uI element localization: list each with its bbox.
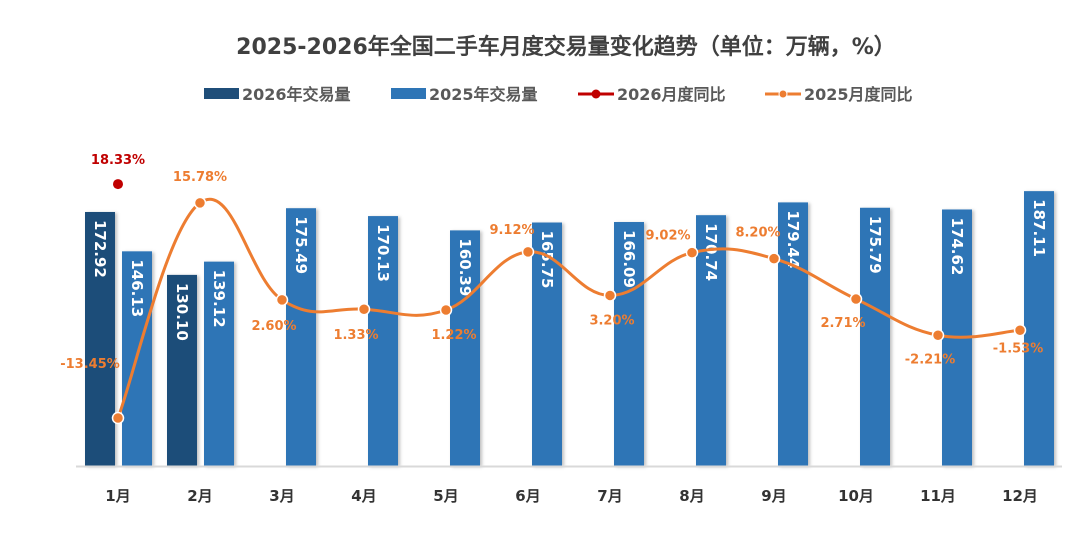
x-tick-label: 8月	[679, 487, 704, 505]
bar-2025-8	[696, 215, 726, 466]
data-label-2025-yoy-6: 9.12%	[489, 223, 534, 238]
x-tick-label: 6月	[515, 487, 540, 505]
bar-label-2025-11: 174.62	[948, 217, 966, 275]
point-2025-yoy-9	[767, 252, 781, 265]
legend-swatch-2026-volume	[204, 88, 239, 99]
point-2025-yoy-7	[603, 289, 617, 302]
x-tick-label: 4月	[351, 487, 376, 505]
x-tick-label: 12月	[1002, 487, 1038, 505]
bar-label-2025-6: 165.75	[538, 231, 556, 289]
bar-label-2025-1: 146.13	[128, 259, 146, 317]
bar-2025-7	[614, 222, 644, 466]
legend-swatch-2025-volume	[391, 88, 426, 99]
data-label-2025-yoy-1: -13.45%	[60, 357, 120, 372]
x-tick-label: 5月	[433, 487, 458, 505]
legend-marker-2026-yoy	[591, 89, 601, 99]
bar-label-2025-7: 166.09	[620, 230, 638, 288]
bar-2025-10	[860, 207, 890, 466]
x-axis-ticks: 1月 2月 3月 4月 5月 6月 7月 8月 9月 10月 11月 12月	[105, 487, 1038, 505]
legend: 2026年交易量 2025年交易量 2026月度同比 2025月度同比	[204, 85, 913, 104]
data-label-2025-yoy-11: -2.21%	[905, 352, 956, 367]
chart-title: 2025-2026年全国二手车月度交易量变化趋势（单位：万辆，%）	[236, 34, 896, 60]
data-label-2025-yoy-5: 1.22%	[431, 328, 476, 343]
point-2025-yoy-6	[521, 245, 535, 259]
bar-2025-4	[368, 216, 398, 466]
bar-label-2025-3: 175.49	[292, 216, 310, 274]
bar-label-2025-12: 187.11	[1030, 199, 1048, 257]
bar-2025-2	[204, 261, 234, 466]
data-label-2025-yoy-8: 9.02%	[645, 229, 690, 244]
point-2026-yoy-1	[113, 179, 123, 190]
legend-item-2025-yoy: 2025月度同比	[765, 85, 913, 104]
point-2025-yoy-8	[685, 246, 699, 259]
x-tick-label: 11月	[920, 487, 956, 505]
lines: -13.45% 15.78% 2.60% 1.33% 1.22% 9.12% 3.20% 9.…	[60, 153, 1044, 425]
data-label-2025-yoy-9: 8.20%	[735, 226, 780, 241]
bar-2026-1	[85, 211, 115, 466]
data-label-2026-yoy-1: 18.33%	[91, 153, 145, 168]
bar-2026-2	[167, 274, 197, 466]
data-label-2025-yoy-7: 3.20%	[589, 313, 634, 328]
bar-2025-9	[778, 202, 808, 466]
data-label-2025-yoy-10: 2.71%	[820, 316, 865, 331]
bar-2025-12	[1024, 191, 1054, 466]
x-tick-label: 7月	[597, 487, 622, 505]
legend-item-2025-volume: 2025年交易量	[391, 85, 538, 104]
data-label-2025-yoy-3: 2.60%	[251, 319, 296, 334]
point-2025-yoy-1	[111, 411, 125, 425]
point-2025-yoy-11	[931, 329, 945, 342]
bar-label-2025-8: 170.74	[702, 223, 720, 281]
bar-2025-5	[450, 230, 480, 466]
bar-label-2025-5: 160.39	[456, 238, 474, 296]
legend-item-2026-volume: 2026年交易量	[204, 85, 351, 104]
legend-label: 2026年交易量	[242, 85, 351, 104]
legend-label: 2026月度同比	[617, 85, 726, 104]
x-tick-label: 10月	[838, 487, 874, 505]
bar-label-2026-1: 172.92	[91, 220, 109, 278]
legend-label: 2025年交易量	[429, 85, 538, 104]
legend-label: 2025月度同比	[804, 85, 913, 104]
bar-label-2025-9: 179.44	[784, 210, 802, 268]
point-2025-yoy-10	[849, 292, 863, 306]
data-label-2025-yoy-2: 15.78%	[173, 170, 227, 185]
point-2025-yoy-12	[1013, 324, 1027, 337]
x-tick-label: 9月	[761, 487, 786, 505]
bar-2025-3	[286, 208, 316, 466]
point-2025-yoy-4	[357, 302, 371, 316]
point-2025-yoy-3	[275, 293, 289, 307]
bar-label-2026-2: 130.10	[173, 283, 191, 341]
point-2025-yoy-5	[439, 303, 453, 317]
bars: 172.92 146.13 130.10 139.12 175.49 170.13 160.…	[85, 191, 1054, 466]
data-label-2025-yoy-12: -1.53%	[993, 341, 1044, 356]
data-label-2025-yoy-4: 1.33%	[333, 328, 378, 343]
x-tick-label: 2月	[187, 487, 212, 505]
legend-marker-2025-yoy	[778, 89, 788, 99]
bar-label-2025-10: 175.79	[866, 216, 884, 274]
x-tick-label: 1月	[105, 487, 130, 505]
legend-item-2026-yoy: 2026月度同比	[578, 85, 726, 104]
bar-label-2025-4: 170.13	[374, 224, 392, 282]
bar-label-2025-2: 139.12	[210, 270, 228, 328]
x-tick-label: 3月	[269, 487, 294, 505]
point-2025-yoy-2	[193, 196, 207, 210]
